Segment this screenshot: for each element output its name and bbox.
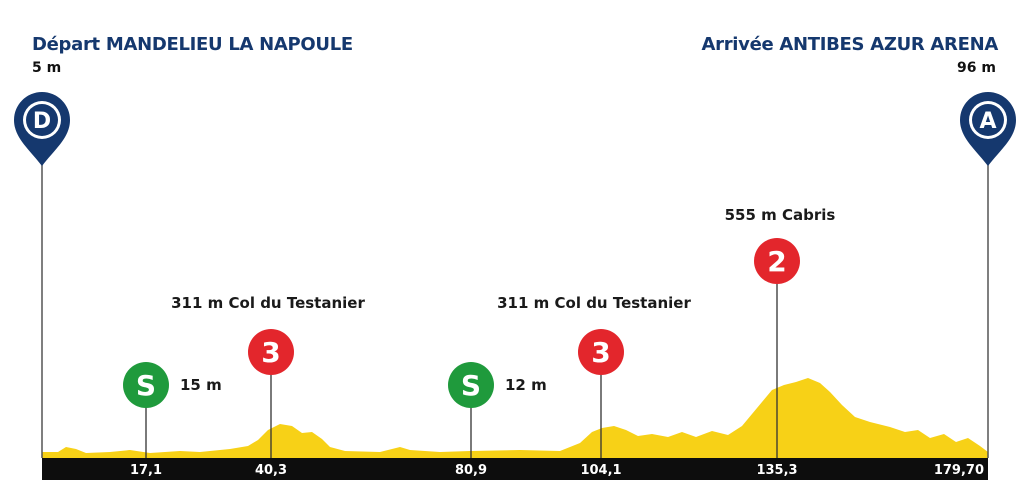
- climb-label: 555 m Cabris: [725, 206, 836, 224]
- start-pin-letter: D: [33, 109, 51, 134]
- climb-category: 3: [261, 336, 280, 369]
- start-pin-icon: D: [14, 92, 70, 166]
- km-label: 40,3: [255, 463, 287, 478]
- finish-pin-letter: A: [979, 109, 996, 134]
- start-title: Départ MANDELIEU LA NAPOULE: [32, 34, 353, 55]
- climb-category: 2: [767, 245, 786, 278]
- climb-marker: 2 555 m Cabris: [725, 206, 836, 458]
- sprint-label: 15 m: [180, 376, 222, 394]
- climb-label: 311 m Col du Testanier: [497, 294, 691, 312]
- elevation-profile: [42, 378, 988, 458]
- finish-title: Arrivée ANTIBES AZUR ARENA: [701, 34, 999, 55]
- sprint-symbol: S: [461, 369, 481, 402]
- sprint-marker: S 15 m: [123, 362, 222, 458]
- climb-category: 3: [591, 336, 610, 369]
- climb-marker: 3 311 m Col du Testanier: [171, 294, 365, 458]
- distance-axis: [42, 458, 988, 480]
- sprint-marker: S 12 m: [448, 362, 547, 458]
- total-distance: 179,70: [934, 463, 984, 478]
- climb-label: 311 m Col du Testanier: [171, 294, 365, 312]
- climb-marker: 3 311 m Col du Testanier: [497, 294, 691, 458]
- km-label: 104,1: [580, 463, 621, 478]
- finish-altitude: 96 m: [957, 60, 996, 76]
- finish-pin-icon: A: [960, 92, 1016, 166]
- km-label: 135,3: [756, 463, 797, 478]
- km-label: 17,1: [130, 463, 162, 478]
- start-altitude: 5 m: [32, 60, 62, 76]
- km-label: 80,9: [455, 463, 487, 478]
- sprint-label: 12 m: [505, 376, 547, 394]
- sprint-symbol: S: [136, 369, 156, 402]
